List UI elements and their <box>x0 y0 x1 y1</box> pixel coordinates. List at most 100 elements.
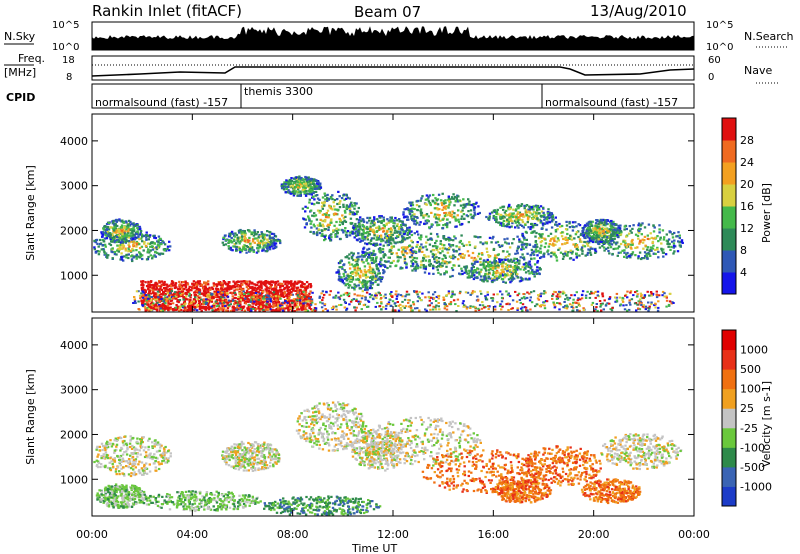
data-cell <box>631 227 634 230</box>
data-cell <box>473 256 476 260</box>
data-cell <box>416 230 419 233</box>
data-cell <box>160 252 163 255</box>
data-cell <box>458 246 461 249</box>
data-cell <box>604 239 608 242</box>
data-cell <box>175 293 178 296</box>
data-cell <box>441 257 444 261</box>
data-cell <box>119 243 122 246</box>
data-cell <box>270 245 274 248</box>
data-cell <box>593 233 596 236</box>
data-cell <box>314 190 318 193</box>
data-cell <box>604 234 607 237</box>
data-cell <box>256 296 259 299</box>
data-cell <box>234 232 237 235</box>
data-cell <box>411 218 414 221</box>
data-cell <box>568 220 571 224</box>
data-cell <box>401 222 405 226</box>
data-cell <box>446 222 449 225</box>
data-cell <box>244 241 247 244</box>
data-cell <box>525 211 528 214</box>
data-cell <box>148 282 151 285</box>
data-cell <box>298 289 302 292</box>
data-cell <box>140 237 143 240</box>
data-cell <box>93 246 96 249</box>
data-cell <box>130 228 133 231</box>
data-cell <box>669 248 672 251</box>
data-cell <box>338 275 341 278</box>
data-cell <box>170 299 174 302</box>
data-cell <box>554 235 557 238</box>
data-cell <box>358 237 361 240</box>
data-cell <box>380 221 383 224</box>
data-cell <box>265 286 269 289</box>
data-cell <box>382 218 386 222</box>
data-cell <box>234 283 237 286</box>
data-cell <box>548 221 552 224</box>
data-cell <box>353 288 356 291</box>
data-cell <box>630 231 633 234</box>
data-cell <box>427 260 431 263</box>
data-cell <box>545 228 548 231</box>
data-cell <box>477 205 480 208</box>
data-cell <box>331 194 334 197</box>
data-cell <box>342 231 345 234</box>
data-cell <box>427 200 431 203</box>
nave-tick-top: 60 <box>708 55 721 66</box>
data-cell <box>518 238 521 241</box>
data-cell <box>263 284 266 287</box>
data-cell <box>634 254 637 257</box>
data-cell <box>113 229 116 232</box>
data-cell <box>619 251 622 254</box>
data-cell <box>372 229 376 232</box>
data-cell <box>172 292 176 295</box>
data-cell <box>316 182 319 185</box>
data-cell <box>148 305 151 308</box>
data-cell <box>501 205 504 208</box>
data-cell <box>534 217 538 220</box>
data-cell <box>376 243 379 246</box>
data-cell <box>364 286 367 289</box>
data-cell <box>290 280 293 283</box>
data-cell <box>536 204 540 208</box>
data-cell <box>377 236 380 239</box>
data-cell <box>437 265 440 268</box>
data-cell <box>370 229 374 233</box>
data-cell <box>597 238 600 241</box>
data-cell <box>389 249 393 252</box>
data-cell <box>203 285 206 288</box>
data-cell <box>393 241 396 244</box>
data-cell <box>141 299 144 302</box>
data-cell <box>368 219 371 222</box>
data-cell <box>439 219 442 222</box>
data-cell <box>499 222 503 225</box>
data-cell <box>254 284 258 287</box>
data-cell <box>427 215 430 218</box>
data-cell <box>374 253 377 256</box>
data-cell <box>292 289 295 292</box>
data-cell <box>542 206 545 209</box>
data-cell <box>253 231 256 234</box>
data-cell <box>449 245 452 248</box>
data-cell <box>523 204 526 207</box>
data-cell <box>248 242 252 245</box>
data-cell <box>517 226 520 229</box>
data-cell <box>305 281 309 284</box>
data-cell <box>105 227 108 231</box>
data-cell <box>435 239 438 242</box>
data-cell <box>679 245 682 248</box>
data-cell <box>304 297 307 300</box>
data-cell <box>116 244 119 247</box>
data-cell <box>348 253 351 256</box>
data-cell <box>320 205 324 208</box>
data-cell <box>330 236 333 239</box>
data-cell <box>102 248 105 251</box>
data-cell <box>455 245 458 248</box>
data-cell <box>642 247 645 250</box>
data-cell <box>315 187 318 190</box>
data-cell <box>351 277 354 281</box>
data-cell <box>466 250 470 253</box>
data-cell <box>268 234 271 237</box>
data-cell <box>525 214 529 217</box>
data-cell <box>531 251 534 254</box>
data-cell <box>247 284 250 287</box>
